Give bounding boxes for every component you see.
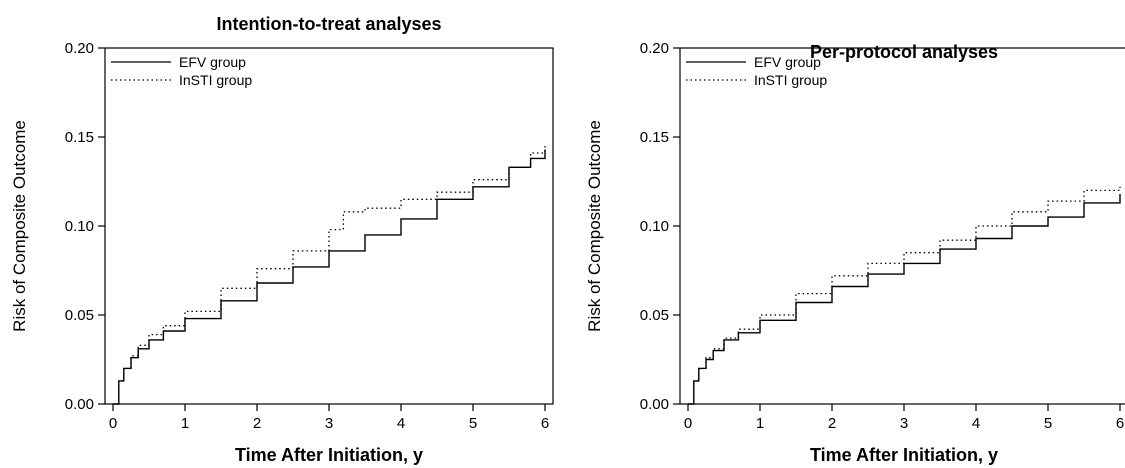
x-tick-label: 3 xyxy=(325,415,333,432)
x-tick-label: 5 xyxy=(1044,415,1052,432)
y-tick-label: 0.05 xyxy=(640,307,669,324)
plot-frame xyxy=(104,47,554,405)
series-line-efv xyxy=(688,194,1121,405)
chart-title: Per-protocol analyses xyxy=(810,42,998,62)
y-tick-label: 0.00 xyxy=(640,396,669,413)
legend: EFV group InSTI group xyxy=(686,54,827,88)
axis-ticks: 0 1 2 3 4 5 6 0.00 0.05 0.10 0.15 0.20 xyxy=(65,40,549,432)
series-line-insti xyxy=(688,186,1121,405)
y-axis-label: Risk of Composite Outcome xyxy=(585,120,604,332)
series-line-efv xyxy=(113,149,546,405)
y-tick-label: 0.15 xyxy=(65,129,94,146)
x-axis-label: Time After Initiation, y xyxy=(810,445,998,465)
x-axis-label: Time After Initiation, y xyxy=(235,445,423,465)
x-tick-label: 0 xyxy=(684,415,692,432)
x-tick-label: 2 xyxy=(253,415,261,432)
plot-frame xyxy=(679,47,1125,405)
plot-marks xyxy=(688,186,1121,405)
y-tick-label: 0.00 xyxy=(65,396,94,413)
x-tick-label: 4 xyxy=(972,415,980,432)
y-tick-label: 0.10 xyxy=(640,218,669,235)
x-tick-label: 5 xyxy=(469,415,477,432)
y-tick-label: 0.15 xyxy=(640,129,669,146)
x-tick-label: 1 xyxy=(756,415,764,432)
y-tick-label: 0.20 xyxy=(65,40,94,57)
y-axis-label: Risk of Composite Outcome xyxy=(10,120,29,332)
x-tick-label: 0 xyxy=(109,415,117,432)
series-line-insti xyxy=(113,144,546,405)
x-tick-label: 6 xyxy=(541,415,549,432)
chart-panel-intention-to-treat: Intention-to-treat analyses 0 1 2 3 4 5 60.000… xyxy=(10,14,554,465)
x-tick-label: 1 xyxy=(181,415,189,432)
legend: EFV group InSTI group xyxy=(111,54,252,88)
x-tick-label: 2 xyxy=(828,415,836,432)
y-tick-label: 0.20 xyxy=(640,40,669,57)
axis-ticks: 0 1 2 3 4 5 6 0.00 0.05 0.10 0.15 0.20 xyxy=(640,40,1124,432)
y-tick-label: 0.05 xyxy=(65,307,94,324)
chart-title: Intention-to-treat analyses xyxy=(216,14,441,34)
x-tick-label: 3 xyxy=(900,415,908,432)
plot-marks xyxy=(113,144,546,405)
legend-label-efv: EFV group xyxy=(754,54,821,70)
chart-panel-per-protocol: Per-protocol analyses 0 1 2 3 4 5 6 0.00 0.05 0.1… xyxy=(585,40,1125,465)
legend-label-insti: InSTI group xyxy=(754,72,827,88)
y-tick-label: 0.10 xyxy=(65,218,94,235)
x-tick-label: 6 xyxy=(1116,415,1124,432)
legend-label-insti: InSTI group xyxy=(179,72,252,88)
x-tick-label: 4 xyxy=(397,415,405,432)
legend-label-efv: EFV group xyxy=(179,54,246,70)
